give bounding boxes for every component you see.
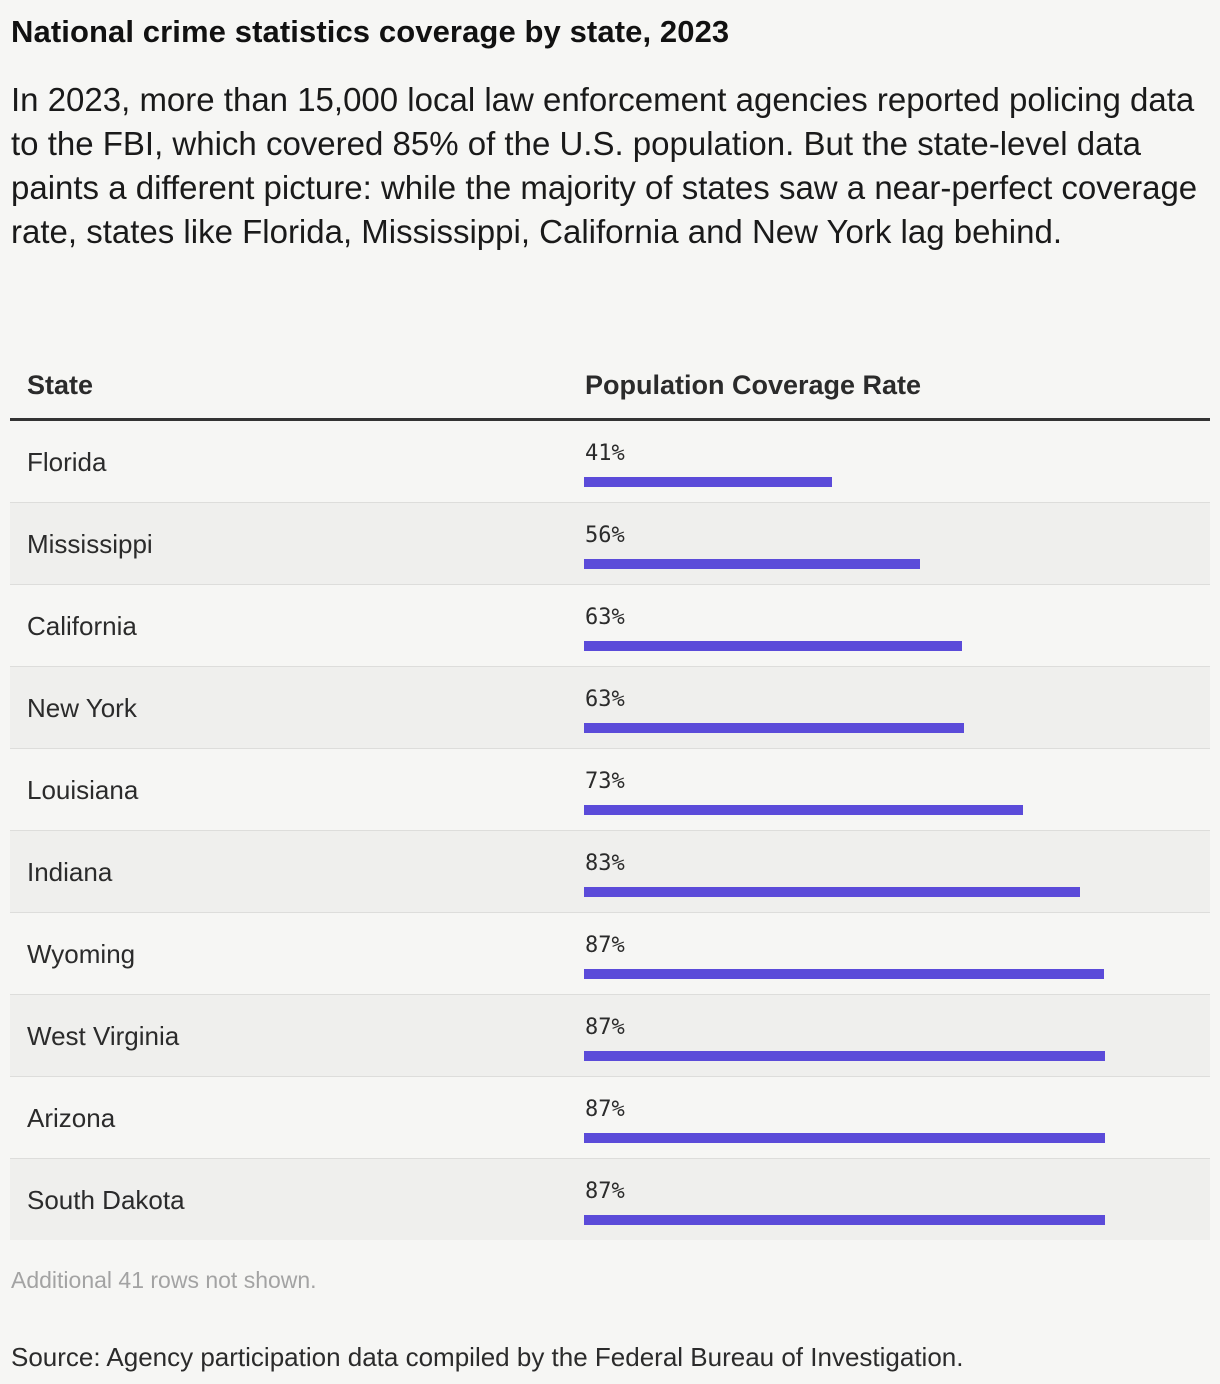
coverage-rate-bar	[584, 805, 1023, 815]
rows-hidden-note: Additional 41 rows not shown.	[11, 1267, 317, 1293]
table-header: State Population Coverage Rate	[10, 352, 1210, 421]
chart-subtitle: In 2023, more than 15,000 local law enfo…	[11, 81, 1198, 250]
coverage-rate-label: 87%	[585, 933, 625, 958]
coverage-rate-label: 63%	[585, 687, 625, 712]
coverage-rate-bar	[584, 559, 920, 569]
coverage-rate-bar	[584, 1051, 1105, 1061]
state-name: South Dakota	[27, 1185, 185, 1215]
coverage-rate-label: 87%	[585, 1015, 625, 1040]
source-note: Source: Agency participation data compil…	[11, 1342, 964, 1372]
state-name: California	[27, 611, 137, 641]
coverage-rate-bar	[584, 641, 962, 651]
column-header-state[interactable]: State	[27, 370, 94, 400]
table-body: Florida 41% Mississippi 56% California 63% New…	[10, 421, 1210, 1240]
state-name: Arizona	[27, 1103, 116, 1133]
table-row: Arizona 87%	[10, 1077, 1210, 1159]
coverage-rate-bar	[584, 723, 964, 733]
table-row: Florida 41%	[10, 421, 1210, 503]
coverage-rate-bar	[584, 1133, 1105, 1143]
coverage-rate-bar	[584, 887, 1080, 897]
coverage-rate-label: 87%	[585, 1179, 625, 1204]
coverage-table: State Population Coverage Rate Florida 41…	[10, 352, 1210, 1240]
column-header-coverage-rate[interactable]: Population Coverage Rate	[585, 370, 922, 400]
coverage-rate-label: 87%	[585, 1097, 625, 1122]
state-name: New York	[27, 693, 137, 723]
table-row: Wyoming 87%	[10, 913, 1210, 995]
coverage-rate-label: 83%	[585, 851, 625, 876]
table-row: West Virginia 87%	[10, 995, 1210, 1077]
table-row: Louisiana 73%	[10, 749, 1210, 831]
chart-title: National crime statistics coverage by st…	[11, 14, 730, 49]
coverage-rate-label: 56%	[585, 523, 625, 548]
coverage-rate-bar	[584, 1215, 1105, 1225]
state-name: Florida	[27, 447, 107, 477]
coverage-rate-bar	[584, 477, 832, 487]
state-name: Wyoming	[27, 939, 136, 969]
coverage-rate-label: 41%	[585, 441, 625, 466]
coverage-rate-label: 63%	[585, 605, 625, 630]
table-row: California 63%	[10, 585, 1210, 667]
state-name: West Virginia	[27, 1021, 180, 1051]
coverage-rate-label: 73%	[585, 769, 625, 794]
table-row: South Dakota 87%	[10, 1159, 1210, 1240]
table-row: New York 63%	[10, 667, 1210, 749]
table-row: Mississippi 56%	[10, 503, 1210, 585]
state-name: Louisiana	[27, 775, 139, 805]
table-row: Indiana 83%	[10, 831, 1210, 913]
state-name: Mississippi	[27, 529, 153, 559]
state-name: Indiana	[27, 857, 113, 887]
coverage-rate-bar	[584, 969, 1104, 979]
